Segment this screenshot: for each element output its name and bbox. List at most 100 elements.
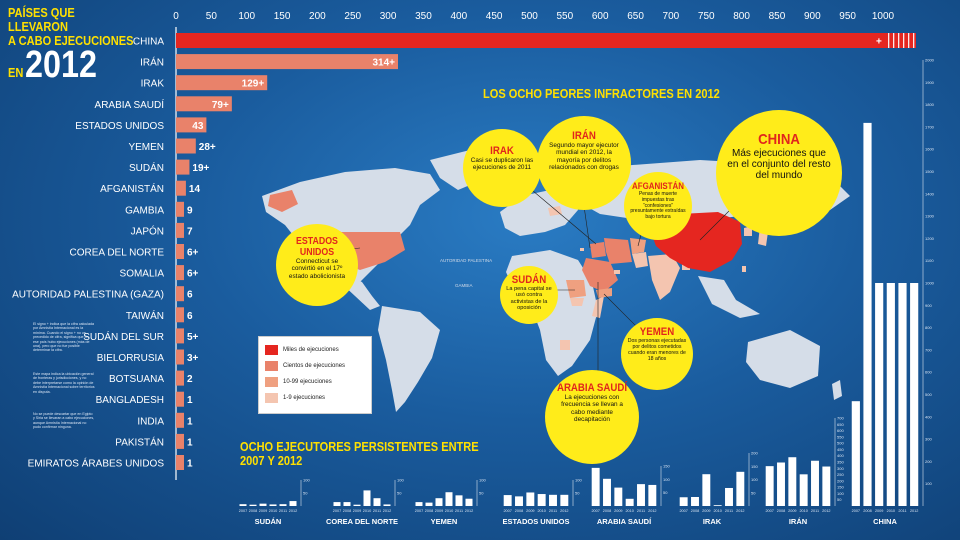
year-label: 2011 (455, 509, 463, 513)
small-bar (549, 494, 557, 506)
bubble-iran: IRÁN Segundo mayor ejecutor mundial en 2… (537, 116, 631, 210)
bubble-irak-text: Casi se duplicaron las ejecuciones de 20… (470, 157, 534, 172)
x-tick-label: 950 (839, 11, 856, 22)
year-label: 2012 (383, 509, 391, 513)
map-australia (746, 330, 820, 388)
small-tick-label: 350 (837, 460, 844, 465)
year-label: 2009 (702, 509, 710, 513)
map-iraq (590, 242, 606, 258)
small-tick-label: 50 (397, 491, 402, 496)
small-bar (435, 498, 443, 506)
small-tick-label: 200 (837, 478, 844, 483)
bar (176, 265, 184, 281)
small-tick-label: 1000 (925, 281, 935, 286)
small-tick-label: 50 (479, 491, 484, 496)
small-bar (713, 505, 722, 506)
bubble-china-heading: CHINA (758, 131, 800, 148)
x-tick-label: 800 (733, 11, 750, 22)
bubble-irak-heading: IRAK (490, 145, 514, 157)
small-bar (503, 495, 512, 506)
map-legend: Miles de ejecuciones Cientos de ejecucio… (258, 336, 372, 414)
small-bar (851, 401, 860, 506)
small-tick-label: 400 (837, 453, 844, 458)
small-chart-label: CHINA (873, 517, 897, 526)
small-tick-label: 50 (751, 490, 756, 495)
bubble-china: CHINA Más ejecuciones que en el conjunto… (716, 110, 842, 236)
small-bar (875, 283, 884, 506)
small-chart-label: YEMEN (431, 517, 458, 526)
title-line1: PAÍSES QUE LLEVARON (8, 5, 75, 34)
year-label: 2008 (863, 509, 871, 513)
persistent-title-line1: OCHO EJECUTORES PERSISTENTES ENTRE (240, 439, 479, 454)
x-tick-label: 750 (698, 11, 715, 22)
value-label: 79+ (212, 100, 229, 111)
small-tick-label: 700 (925, 347, 932, 352)
value-label: 7 (187, 226, 193, 237)
year-label: 2010 (887, 509, 895, 513)
horizontal-bar-chart: 0 50 100 150 200 250 300 350 400 450 500 550 600 650 7… (12, 11, 916, 480)
bubble-arabia-text: La ejecuciones con frecuencia se llevan … (561, 394, 623, 424)
small-bar (279, 504, 287, 506)
category-label: EMIRATOS ÁRABES UNIDOS (28, 457, 165, 470)
year-label: 2010 (363, 509, 371, 513)
legend-swatch (265, 361, 278, 371)
small-bar (259, 503, 267, 506)
year-label: 2012 (560, 509, 568, 513)
small-tick-label: 1400 (925, 191, 935, 196)
small-tick-label: 1200 (925, 236, 935, 241)
small-tick-label: 400 (925, 414, 932, 419)
year-label: 2011 (898, 509, 906, 513)
bar (176, 244, 184, 259)
map-botswana (560, 340, 570, 350)
map-belarus (548, 206, 562, 216)
category-label: BIELORRUSIA (97, 353, 165, 364)
year-label: 2011 (725, 509, 733, 513)
small-tick-label: 500 (837, 441, 844, 446)
value-label: 43 (192, 121, 204, 132)
small-bar (614, 487, 623, 506)
bar (176, 201, 184, 217)
value-label: 9 (187, 205, 193, 216)
category-label: INDIA (137, 416, 164, 427)
map-iran (604, 238, 632, 264)
year-label: 2009 (788, 509, 796, 513)
year-label: 2008 (691, 509, 699, 513)
x-tick-label: 700 (663, 11, 680, 22)
bar (176, 307, 184, 323)
category-label: GAMBIA (125, 205, 164, 216)
persistent-title: OCHO EJECUTORES PERSISTENTES ENTRE 2007 … (240, 440, 479, 468)
bubble-yemen-text: Dos personas ejecutadas por delitos come… (627, 338, 687, 362)
category-label: BANGLADESH (96, 395, 164, 406)
small-tick-label: 700 (837, 416, 844, 421)
value-label: 1 (187, 459, 193, 470)
year-label: 2007 (591, 509, 599, 513)
legend-label: Cientos de ejecuciones (283, 363, 346, 369)
category-label: SUDÁN DEL SUR (83, 330, 164, 343)
map-uae (614, 270, 620, 274)
bar (176, 391, 184, 407)
year-label: 2010 (445, 509, 453, 513)
small-chart: 2007 2008 2009 2010 2011 2012 100 50 ESTADOS UNI… (503, 478, 583, 527)
value-label: + (876, 37, 882, 48)
category-label: AFGANISTÁN (100, 182, 164, 195)
small-bar (822, 466, 831, 506)
year-label: 2008 (343, 509, 351, 513)
map-south-america (378, 306, 440, 412)
map-taiwan (742, 266, 746, 272)
year-label: 2009 (526, 509, 534, 513)
small-bar (239, 504, 247, 506)
bubble-arabia: ARABIA SAUDÍ La ejecuciones con frecuenc… (545, 370, 639, 464)
legend-swatch (265, 377, 278, 387)
bubble-sudan-text: La pena capital se usó contra activistas… (506, 286, 552, 312)
category-label: JAPÓN (131, 224, 164, 237)
year-label: 2008 (515, 509, 523, 513)
note-egypt-syria: No se puede descartar que en Egipto y Si… (33, 412, 95, 430)
small-tick-label: 150 (663, 464, 670, 469)
year-label: 2010 (537, 509, 545, 513)
x-tick-label: 1000 (872, 11, 895, 22)
small-chart: 2007 2008 2009 2010 2011 2012 2000 1900 1800 1700… (852, 58, 935, 527)
small-bar (691, 496, 699, 506)
bubble-arabia-heading: ARABIA SAUDÍ (556, 382, 628, 394)
value-label: 1 (187, 416, 193, 427)
